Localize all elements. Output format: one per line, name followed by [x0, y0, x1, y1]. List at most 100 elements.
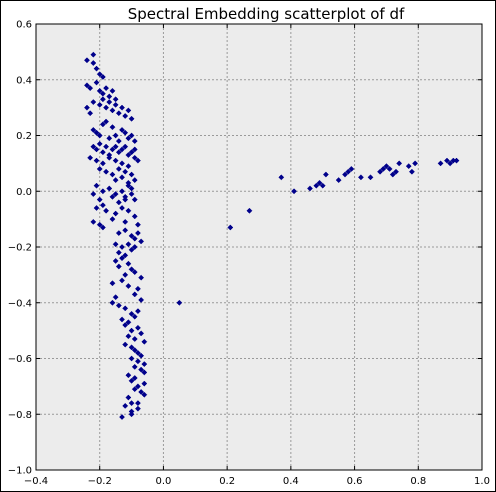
data-point — [134, 349, 141, 356]
data-point — [389, 171, 396, 178]
data-point — [405, 163, 412, 170]
data-point — [125, 182, 132, 189]
data-point — [96, 140, 103, 147]
data-point — [112, 241, 119, 248]
data-point — [227, 224, 234, 231]
x-tick-label: 0.6 — [347, 476, 363, 487]
data-point — [122, 196, 129, 203]
data-point — [103, 104, 110, 111]
data-point — [134, 405, 141, 412]
data-point — [138, 274, 145, 281]
data-point — [112, 132, 119, 139]
y-tick-label: −0.8 — [8, 410, 32, 421]
data-point — [131, 386, 138, 393]
data-point — [125, 319, 132, 326]
data-point — [119, 126, 125, 133]
data-point — [122, 113, 129, 119]
data-point — [99, 90, 106, 97]
y-tick-label: −0.2 — [8, 243, 32, 254]
data-point — [112, 101, 119, 108]
data-point — [103, 168, 110, 175]
data-point — [122, 305, 129, 312]
data-point — [96, 71, 103, 78]
data-point — [93, 65, 100, 72]
data-point — [128, 171, 135, 178]
data-point — [412, 160, 419, 167]
data-point — [112, 143, 119, 150]
data-point — [109, 280, 116, 287]
data-point — [128, 266, 135, 273]
data-point — [90, 60, 97, 66]
data-point — [138, 352, 145, 359]
data-point — [141, 380, 148, 387]
data-point — [90, 126, 97, 133]
data-point — [109, 171, 116, 178]
data-point — [112, 191, 119, 197]
data-point — [119, 146, 125, 153]
data-point — [119, 316, 125, 323]
data-point — [131, 213, 138, 220]
data-point — [90, 99, 97, 106]
data-point — [291, 188, 297, 195]
data-point — [90, 218, 97, 225]
data-points — [84, 51, 460, 420]
data-point — [377, 168, 384, 175]
data-point — [93, 205, 100, 211]
data-point — [128, 132, 135, 139]
data-point — [125, 152, 132, 158]
data-point — [119, 414, 125, 420]
data-point — [99, 202, 106, 209]
data-point — [115, 302, 122, 309]
data-point — [119, 244, 125, 250]
data-point — [128, 327, 135, 334]
data-point — [103, 118, 110, 125]
data-point — [134, 285, 141, 292]
data-point — [128, 115, 135, 122]
data-point — [112, 157, 119, 164]
data-point — [335, 177, 342, 184]
data-point — [128, 400, 135, 407]
data-point — [447, 160, 454, 167]
x-tick-label: 0.0 — [155, 476, 171, 487]
data-point — [380, 165, 387, 172]
data-point — [122, 143, 129, 150]
x-tick-label: 0.8 — [410, 476, 426, 487]
data-point — [134, 157, 141, 164]
data-point — [444, 157, 450, 164]
data-point — [109, 124, 116, 131]
axis-ticks: −0.4 −0.2 0.0 0.2 0.4 0.6 0.8 1.0 −1.0 −0.8 −0.6 −0… — [8, 20, 490, 488]
data-point — [112, 210, 119, 217]
data-point — [99, 149, 106, 156]
data-point — [125, 207, 132, 214]
data-point — [87, 154, 94, 161]
data-point — [96, 132, 103, 139]
data-point — [408, 168, 415, 175]
data-point — [367, 174, 374, 181]
y-tick-label: 0.2 — [16, 131, 32, 142]
data-point — [122, 341, 129, 348]
data-point — [131, 235, 138, 242]
data-point — [96, 101, 103, 108]
data-point — [128, 377, 135, 384]
data-point — [125, 163, 132, 170]
data-point — [115, 138, 122, 145]
data-point — [93, 157, 100, 164]
data-point — [316, 179, 323, 186]
data-point — [122, 168, 129, 175]
data-point — [119, 255, 125, 262]
data-point — [103, 143, 110, 150]
data-point — [141, 391, 148, 398]
data-point — [99, 160, 106, 167]
data-point — [93, 79, 100, 86]
data-point — [119, 205, 125, 211]
y-tick-label: 0.6 — [16, 20, 32, 31]
data-point — [141, 338, 148, 345]
data-point — [138, 388, 145, 395]
data-point — [125, 241, 132, 248]
data-point — [125, 283, 132, 289]
data-point — [128, 355, 135, 362]
data-point — [84, 57, 90, 64]
data-point — [278, 174, 285, 181]
data-point — [106, 135, 113, 142]
